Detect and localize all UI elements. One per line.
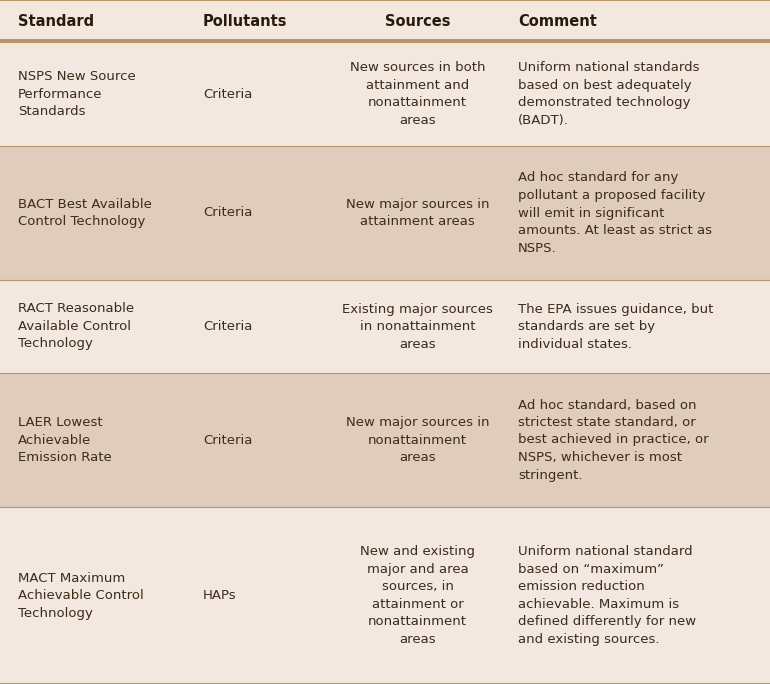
Bar	[0, 42, 770, 146]
Text: BACT Best Available
Control Technology: BACT Best Available Control Technology	[18, 198, 152, 228]
Text: Standard: Standard	[18, 14, 94, 29]
Text: Criteria: Criteria	[203, 88, 253, 101]
Text: Uniform national standards
based on best adequately
demonstrated technology
(BAD: Uniform national standards based on best…	[518, 62, 699, 127]
Bar	[0, 280, 770, 373]
Text: Pollutants: Pollutants	[203, 14, 287, 29]
Text: Criteria: Criteria	[203, 320, 253, 333]
Text: MACT Maximum
Achievable Control
Technology: MACT Maximum Achievable Control Technolo…	[18, 572, 144, 620]
Bar	[0, 507, 770, 684]
Text: RACT Reasonable
Available Control
Technology: RACT Reasonable Available Control Techno…	[18, 302, 134, 350]
Text: HAPs: HAPs	[203, 589, 236, 602]
Text: NSPS New Source
Performance
Standards: NSPS New Source Performance Standards	[18, 70, 136, 118]
Text: New major sources in
nonattainment
areas: New major sources in nonattainment areas	[346, 416, 489, 464]
Text: The EPA issues guidance, but
standards are set by
individual states.: The EPA issues guidance, but standards a…	[518, 302, 713, 350]
Bar	[0, 373, 770, 507]
Text: Criteria: Criteria	[203, 434, 253, 447]
Text: Comment: Comment	[518, 14, 597, 29]
Text: Ad hoc standard, based on
strictest state standard, or
best achieved in practice: Ad hoc standard, based on strictest stat…	[518, 399, 708, 482]
Text: New sources in both
attainment and
nonattainment
areas: New sources in both attainment and nonat…	[350, 62, 485, 127]
Text: New major sources in
attainment areas: New major sources in attainment areas	[346, 198, 489, 228]
Text: Sources: Sources	[385, 14, 450, 29]
Text: LAER Lowest
Achievable
Emission Rate: LAER Lowest Achievable Emission Rate	[18, 416, 112, 464]
Text: Existing major sources
in nonattainment
areas: Existing major sources in nonattainment …	[342, 302, 493, 350]
Text: Uniform national standard
based on “maximum”
emission reduction
achievable. Maxi: Uniform national standard based on “maxi…	[518, 545, 696, 646]
Text: Criteria: Criteria	[203, 207, 253, 220]
Text: New and existing
major and area
sources, in
attainment or
nonattainment
areas: New and existing major and area sources,…	[360, 545, 475, 646]
Text: Ad hoc standard for any
pollutant a proposed facility
will emit in significant
a: Ad hoc standard for any pollutant a prop…	[518, 172, 712, 254]
Bar	[0, 0, 770, 42]
Bar	[0, 146, 770, 280]
